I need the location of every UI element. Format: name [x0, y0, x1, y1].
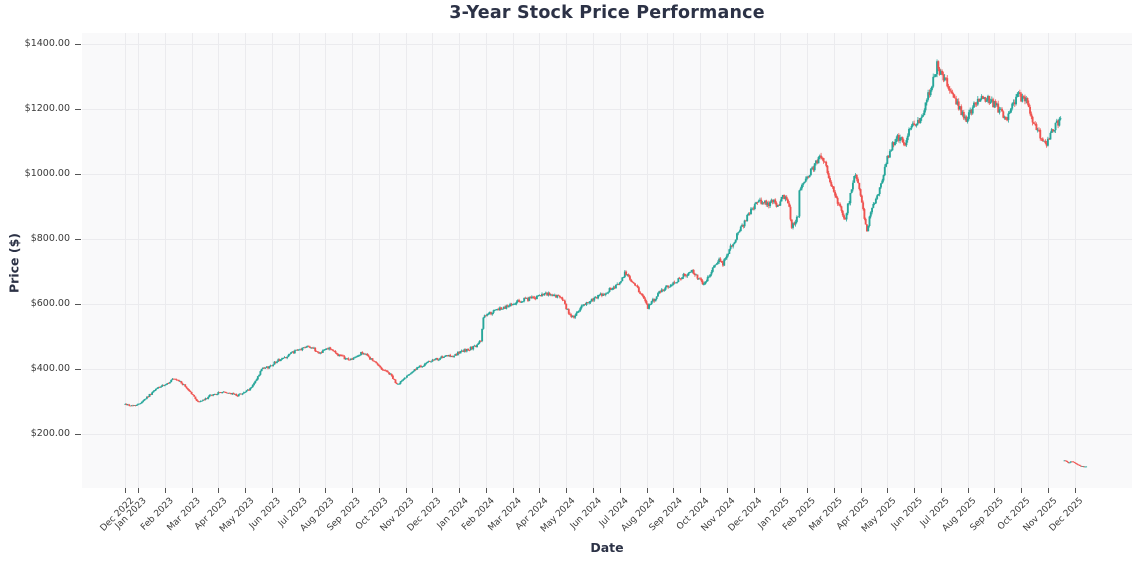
y-tick-label: $600.00 — [30, 298, 70, 310]
y-tick-label: $1000.00 — [24, 168, 70, 180]
chart-title: 3-Year Stock Price Performance — [449, 3, 765, 23]
y-tick-label: $1200.00 — [24, 103, 70, 115]
y-tick-label: $200.00 — [30, 428, 70, 440]
y-tick-label: $400.00 — [30, 363, 70, 375]
x-axis-label: Date — [590, 540, 624, 555]
y-tick-label: $800.00 — [30, 233, 70, 245]
y-tick-label: $1400.00 — [24, 38, 70, 50]
